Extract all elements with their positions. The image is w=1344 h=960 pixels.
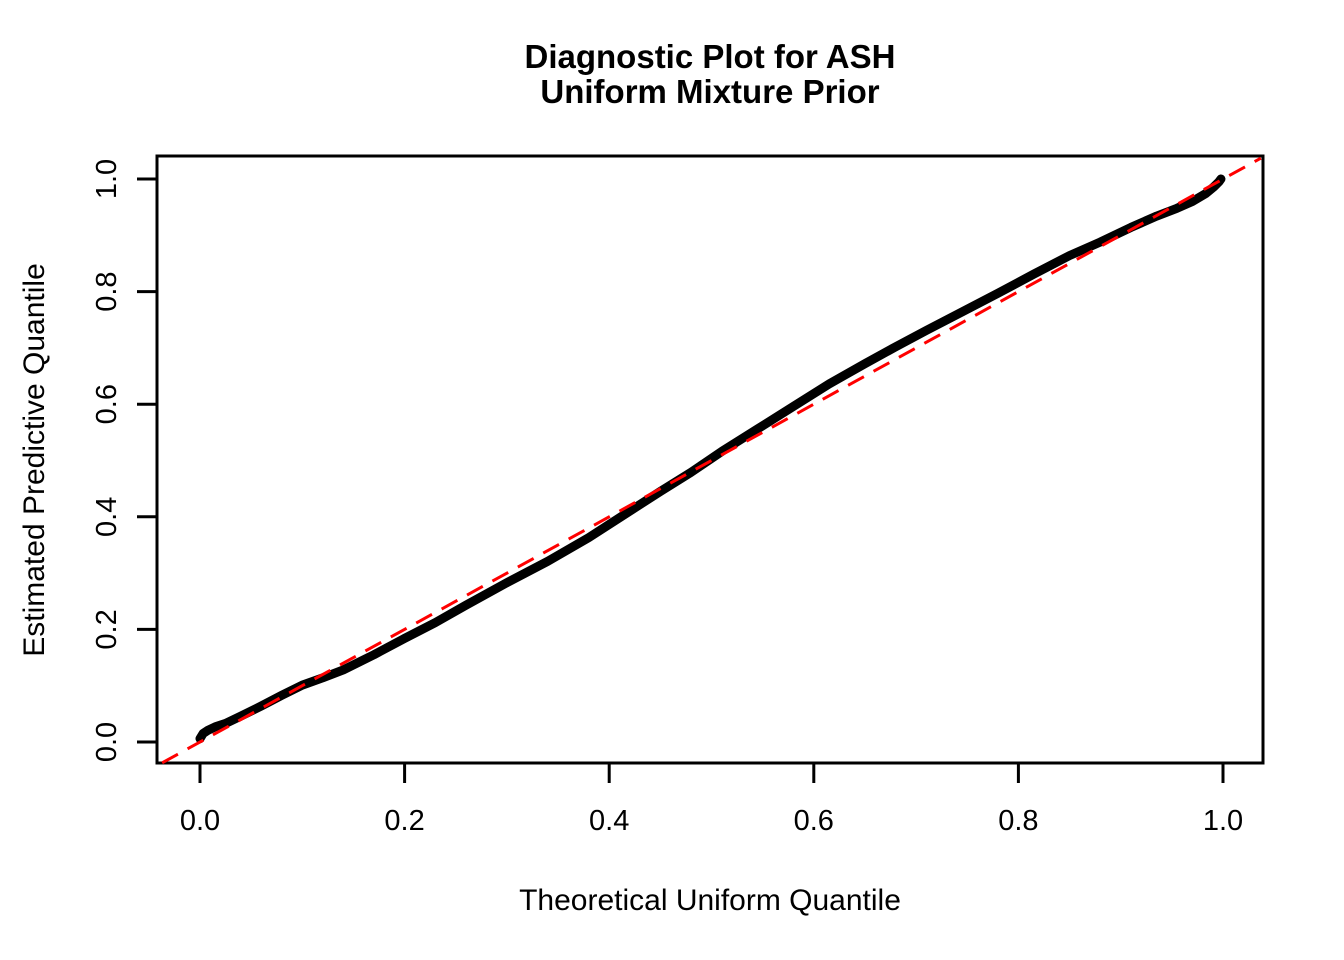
y-tick-label: 0.2: [91, 609, 123, 649]
x-axis-title: Theoretical Uniform Quantile: [519, 884, 901, 917]
x-tick-label: 0.8: [998, 805, 1038, 837]
x-tick-label: 0.6: [794, 805, 834, 837]
x-axis: 0.0 0.2 0.4 0.6 0.8 1.0: [180, 763, 1243, 837]
chart-title-line-2: Uniform Mixture Prior: [540, 73, 879, 110]
reference-diagonal-line: [161, 156, 1262, 765]
y-axis: 0.0 0.2 0.4 0.6 0.8 1.0: [91, 159, 157, 762]
y-tick-label: 0.8: [91, 271, 123, 311]
y-tick-label: 0.6: [91, 384, 123, 424]
x-tick-label: 1.0: [1203, 805, 1243, 837]
plot-border: [155, 154, 1265, 765]
y-tick-label: 0.4: [91, 497, 123, 537]
qq-points-series: [195, 174, 1226, 744]
y-tick-label: 0.0: [91, 722, 123, 762]
x-tick-label: 0.4: [589, 805, 629, 837]
chart-title-line-1: Diagnostic Plot for ASH: [525, 38, 896, 75]
y-axis-title: Estimated Predictive Quantile: [18, 263, 51, 657]
x-tick-label: 0.2: [384, 805, 424, 837]
y-tick-label: 1.0: [91, 159, 123, 199]
x-tick-label: 0.0: [180, 805, 220, 837]
series-layer: [161, 156, 1262, 765]
